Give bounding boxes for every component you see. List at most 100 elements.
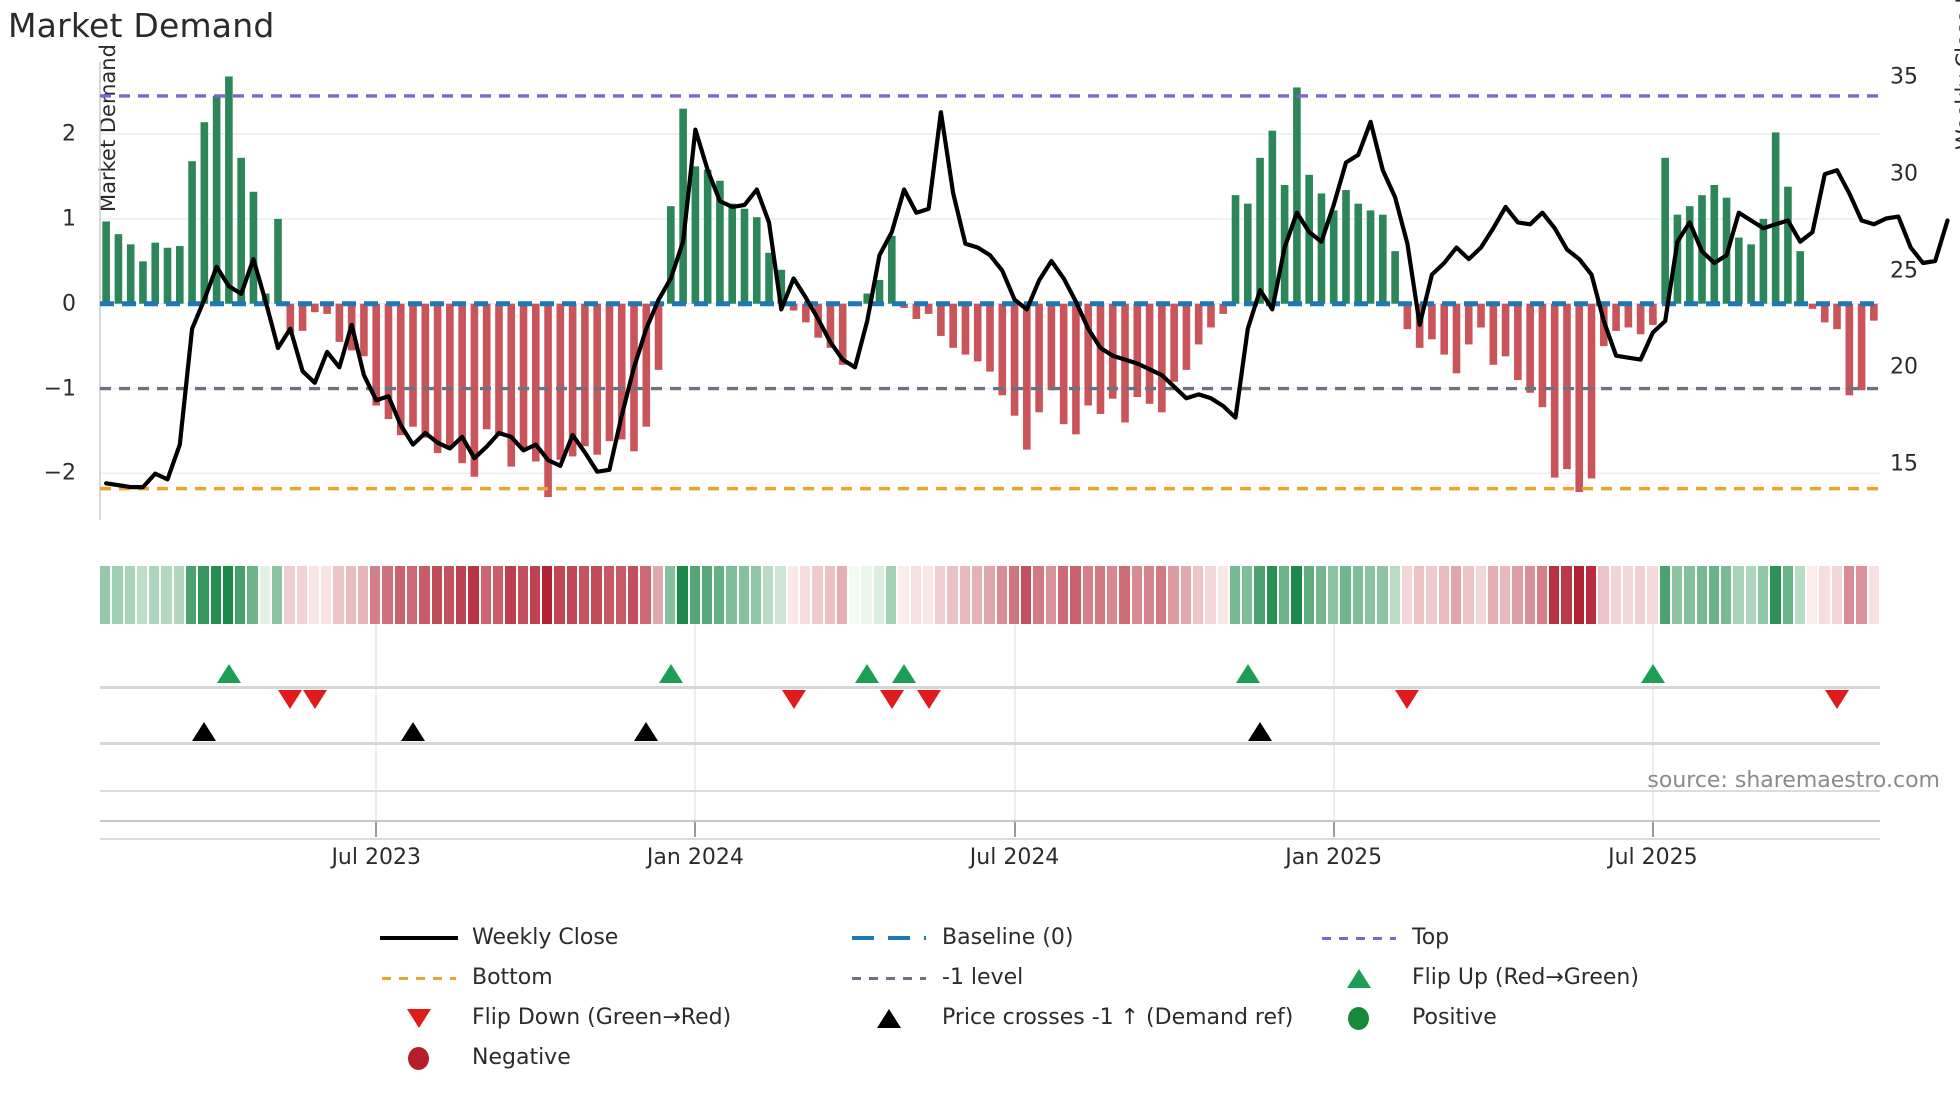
heat-cell	[566, 566, 577, 624]
demand-bar	[531, 303, 540, 462]
legend-item[interactable]: Price crosses -1 ↑ (Demand ref)	[850, 1005, 1320, 1030]
heat-cell	[1131, 566, 1142, 624]
heat-cell	[1856, 566, 1867, 624]
heat-cell	[1364, 566, 1376, 624]
demand-bar	[777, 269, 786, 304]
heat-cell	[1843, 566, 1855, 624]
heat-cell	[431, 566, 442, 624]
demand-bar	[630, 303, 638, 452]
y-tick-left: −1	[43, 376, 76, 402]
heat-cell	[996, 566, 1007, 624]
heat-cell	[308, 566, 320, 624]
demand-bar	[887, 235, 896, 304]
heat-cell	[394, 566, 406, 624]
demand-bar	[1170, 303, 1178, 382]
heat-cell	[701, 566, 713, 624]
heat-cell	[800, 566, 811, 624]
x-tick-mark	[1013, 821, 1016, 837]
legend-item-label: Baseline (0)	[942, 925, 1074, 950]
heat-cell	[1082, 566, 1093, 624]
demand-bar	[519, 303, 528, 450]
heat-cell	[1770, 566, 1781, 624]
heat-cell	[1057, 566, 1069, 624]
legend-item[interactable]: Weekly Close	[380, 925, 850, 950]
demand-bar	[212, 95, 221, 304]
x-tick-label: Jul 2023	[331, 845, 421, 870]
demand-bar	[556, 303, 565, 460]
demand-bar	[1759, 218, 1768, 304]
legend-item[interactable]: Top	[1320, 925, 1680, 950]
flip-down-marker	[781, 690, 806, 709]
heat-cell	[947, 566, 958, 624]
x-tick-mark	[1651, 821, 1654, 837]
heat-cell	[271, 566, 283, 624]
legend-item-label: Bottom	[472, 965, 553, 990]
demand-bar	[1010, 303, 1019, 416]
heat-cell	[247, 566, 258, 624]
demand-bar	[924, 303, 933, 314]
demand-bar	[1133, 303, 1142, 398]
heat-cell	[1291, 566, 1302, 624]
heat-cell	[321, 566, 332, 624]
demand-bar	[126, 244, 135, 304]
circle-icon	[380, 1046, 458, 1070]
heat-cell	[1303, 566, 1314, 624]
flip-row-gridline	[100, 686, 1880, 689]
demand-bar	[396, 303, 405, 436]
price-cross-marker	[192, 722, 217, 741]
demand-bar	[1452, 303, 1461, 374]
legend-item[interactable]: Flip Down (Green→Red)	[380, 1005, 850, 1030]
x-tick-label: Jan 2024	[646, 845, 744, 870]
heat-cell	[750, 566, 762, 624]
heat-cell	[505, 566, 516, 624]
demand-bar	[691, 166, 700, 304]
legend-item[interactable]: Negative	[380, 1045, 850, 1070]
legend-item[interactable]: Positive	[1320, 1005, 1680, 1030]
heat-cell	[886, 566, 897, 624]
demand-bar	[752, 217, 761, 304]
plot-area	[99, 62, 1950, 520]
heat-cell	[775, 566, 786, 624]
heat-cell	[259, 566, 270, 624]
demand-bar	[175, 246, 184, 304]
heat-cell	[296, 566, 307, 624]
demand-bar	[1354, 203, 1363, 304]
y-tick-left: 0	[62, 291, 76, 317]
x-tick-label: Jul 2024	[969, 845, 1060, 870]
y-tick-right: 30	[1890, 161, 1918, 187]
heat-cell	[1168, 566, 1179, 624]
demand-bar	[740, 208, 749, 304]
heat-cell	[542, 566, 553, 624]
legend-item[interactable]: Bottom	[380, 965, 850, 990]
heat-cell	[1549, 566, 1560, 624]
legend-item[interactable]: -1 level	[850, 965, 1320, 990]
heat-cell	[640, 566, 651, 624]
heat-cell	[149, 566, 160, 624]
x-tick-mark	[1332, 821, 1335, 837]
heat-cell	[1254, 566, 1265, 624]
heat-cell	[873, 566, 884, 624]
demand-bar	[986, 303, 994, 372]
price-cross-gridline	[100, 742, 1880, 745]
demand-bar	[1096, 303, 1105, 414]
legend-item[interactable]: Baseline (0)	[850, 925, 1320, 950]
demand-bar	[1624, 303, 1633, 328]
demand-bar	[1293, 87, 1301, 304]
heat-cell	[1217, 566, 1228, 624]
heat-cell	[628, 566, 639, 624]
heat-cell	[1794, 566, 1806, 624]
triangle-up-icon	[850, 1007, 928, 1029]
demand-bar	[225, 76, 233, 304]
heat-cell	[984, 566, 995, 624]
heat-cell	[1279, 566, 1290, 624]
legend-item[interactable]: Flip Up (Red→Green)	[1320, 965, 1680, 990]
demand-bar	[1121, 303, 1129, 423]
heat-cell	[443, 566, 455, 624]
heat-cell	[1229, 566, 1241, 624]
demand-bar	[433, 303, 442, 453]
heat-cell	[1696, 566, 1707, 624]
demand-bar	[1464, 303, 1473, 345]
heat-cell	[898, 566, 909, 624]
demand-bar	[912, 303, 921, 319]
x-tick-mark	[375, 821, 378, 837]
